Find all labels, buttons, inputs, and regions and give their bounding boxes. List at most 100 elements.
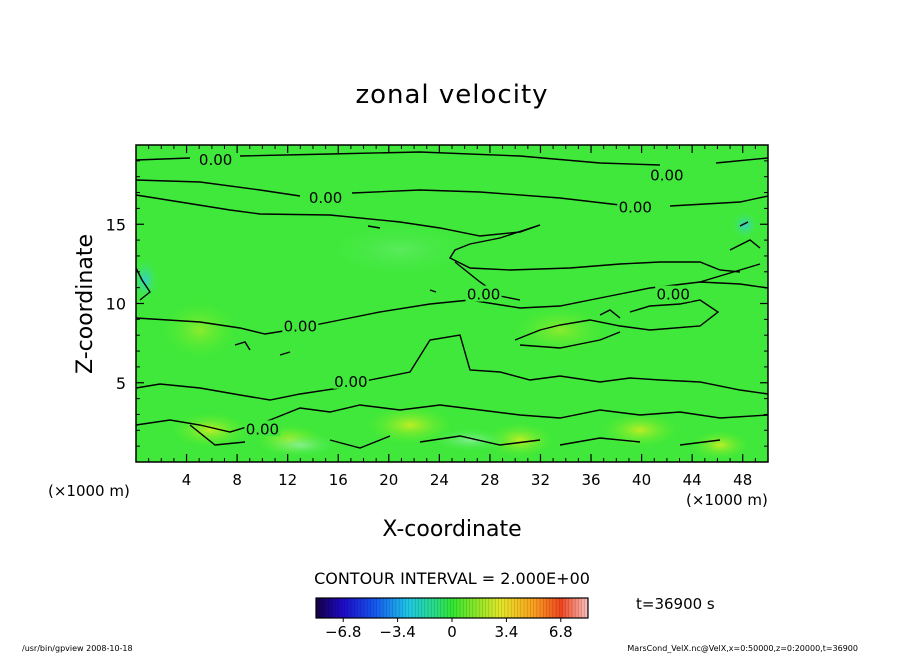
colorbar-cell bbox=[572, 598, 576, 618]
colorbar-cell bbox=[536, 598, 541, 618]
colorbar bbox=[315, 598, 589, 618]
colorbar-cell bbox=[469, 598, 474, 618]
colorbar-cell bbox=[319, 598, 323, 618]
y-tick-label: 15 bbox=[106, 215, 126, 234]
colorbar-cell bbox=[386, 598, 390, 618]
colorbar-cell bbox=[421, 598, 426, 618]
colorbar-cell bbox=[402, 598, 406, 618]
colorbar-cell bbox=[316, 598, 320, 618]
colorbar-cell bbox=[495, 598, 499, 618]
colorbar-cell bbox=[492, 598, 496, 618]
y-tick-label: 10 bbox=[106, 295, 126, 314]
colorbar-cell bbox=[328, 598, 333, 618]
colorbar-cell bbox=[520, 598, 525, 618]
colorbar-cell bbox=[399, 598, 403, 618]
colorbar-cell bbox=[530, 598, 534, 618]
colorbar-cell bbox=[437, 598, 442, 618]
colorbar-cell bbox=[584, 598, 589, 618]
colorbar-cell bbox=[364, 598, 368, 618]
colorbar-cell bbox=[341, 598, 346, 618]
colorbar-cell bbox=[415, 598, 419, 618]
colorbar-cell bbox=[373, 598, 378, 618]
colorbar-cell bbox=[428, 598, 432, 618]
colorbar-cell bbox=[546, 598, 550, 618]
colorbar-cell bbox=[434, 598, 438, 618]
colorbar-cell bbox=[527, 598, 531, 618]
contour-label: 0.00 bbox=[619, 198, 652, 216]
colorbar-cell bbox=[552, 598, 557, 618]
colorbar-cell bbox=[511, 598, 515, 618]
colorbar-cell bbox=[482, 598, 486, 618]
colorbar-cell bbox=[424, 598, 429, 618]
x-axis: 4 8 12 16 20 24 28 32 36 40 44 48 bbox=[148, 145, 756, 489]
contour-label: 0.00 bbox=[246, 420, 279, 438]
colorbar-cell bbox=[408, 598, 413, 618]
contour-label: 0.00 bbox=[284, 317, 317, 335]
contour-label: 0.00 bbox=[334, 373, 367, 391]
colorbar-cell bbox=[581, 598, 586, 618]
colorbar-cell bbox=[332, 598, 336, 618]
colorbar-cell bbox=[514, 598, 518, 618]
colorbar-cell bbox=[578, 598, 582, 618]
colorbar-tick-label: 0 bbox=[447, 623, 457, 641]
colorbar-cell bbox=[418, 598, 422, 618]
footer-left: /usr/bin/gpview 2008-10-18 bbox=[22, 644, 133, 653]
x-axis-label: X-coordinate bbox=[382, 517, 521, 542]
colorbar-cell bbox=[472, 598, 477, 618]
velocity-field bbox=[136, 145, 768, 462]
colorbar-cell bbox=[479, 598, 483, 618]
contour-label-bg bbox=[617, 198, 654, 215]
contour-label-bg bbox=[465, 285, 502, 302]
colorbar-cell bbox=[559, 598, 563, 618]
colorbar-cell bbox=[450, 598, 454, 618]
contour-label-bg bbox=[655, 285, 692, 302]
colorbar-cell bbox=[556, 598, 560, 618]
colorbar-cell bbox=[322, 598, 326, 618]
x-tick-label: 28 bbox=[480, 471, 499, 489]
colorbar-cell bbox=[325, 598, 330, 618]
colorbar-cell bbox=[338, 598, 342, 618]
colorbar-cell bbox=[351, 598, 355, 618]
x-tick-label: 32 bbox=[531, 471, 550, 489]
colorbar-tick-label: −6.8 bbox=[325, 623, 361, 641]
colorbar-cell bbox=[367, 598, 371, 618]
colorbar-cell bbox=[517, 598, 522, 618]
colorbar-cell bbox=[533, 598, 538, 618]
colorbar-cell bbox=[405, 598, 410, 618]
colorbar-cell bbox=[396, 598, 400, 618]
colorbar-cell bbox=[463, 598, 467, 618]
colorbar-cell bbox=[453, 598, 458, 618]
x-tick-label: 16 bbox=[329, 471, 348, 489]
colorbar-cell bbox=[383, 598, 387, 618]
colorbar-cell bbox=[360, 598, 365, 618]
colorbar-cell bbox=[431, 598, 435, 618]
colorbar-cell bbox=[412, 598, 416, 618]
colorbar-cell bbox=[501, 598, 506, 618]
colorbar-cell bbox=[335, 598, 339, 618]
colorbar-cell bbox=[568, 598, 573, 618]
x-tick-label: 48 bbox=[733, 471, 752, 489]
colorbar-cell bbox=[456, 598, 461, 618]
x-tick-label: 40 bbox=[632, 471, 651, 489]
colorbar-cell bbox=[348, 598, 352, 618]
colorbar-cell bbox=[444, 598, 448, 618]
x-unit-label-right: (×1000 m) bbox=[686, 491, 768, 509]
contour-labels: 0.00 0.00 0.00 0.00 0.00 0.00 0.00 0.00 0.00 bbox=[197, 150, 692, 438]
y-tick-label: 5 bbox=[116, 374, 126, 393]
colorbar-cell bbox=[370, 598, 374, 618]
colorbar-cell bbox=[524, 598, 528, 618]
colorbar-cell bbox=[565, 598, 570, 618]
contour-lines bbox=[136, 151, 768, 449]
contour-label: 0.00 bbox=[656, 286, 689, 304]
contour-label: 0.00 bbox=[199, 151, 232, 169]
contour-label-bg bbox=[197, 150, 234, 167]
colorbar-cell bbox=[504, 598, 509, 618]
x-tick-label: 36 bbox=[581, 471, 600, 489]
contour-label-bg bbox=[282, 317, 319, 334]
contour-label-bg bbox=[307, 188, 344, 205]
colorbar-cell bbox=[354, 598, 358, 618]
time-label: t=36900 s bbox=[636, 595, 715, 613]
x-tick-label: 24 bbox=[430, 471, 449, 489]
colorbar-cell bbox=[549, 598, 554, 618]
contour-label: 0.00 bbox=[650, 167, 683, 185]
